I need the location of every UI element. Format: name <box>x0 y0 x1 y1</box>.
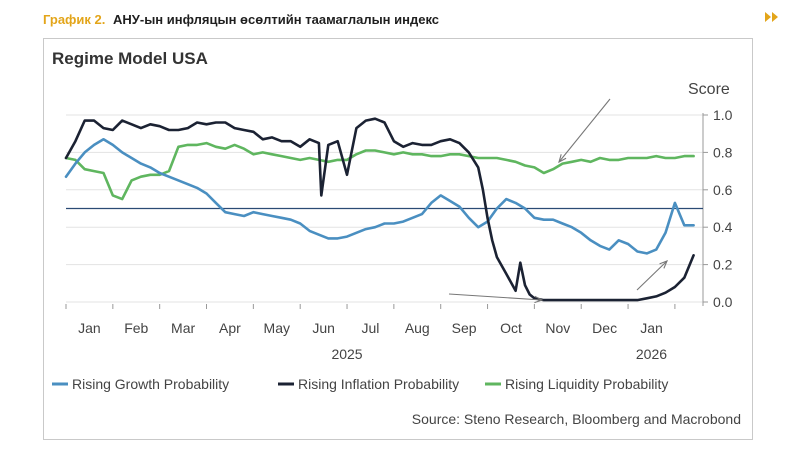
x-tick-label: Aug <box>405 320 430 336</box>
x-tick-label: Oct <box>500 320 522 336</box>
figure-number: График 2. <box>43 12 106 27</box>
y-tick-label: 0.8 <box>713 144 733 160</box>
x-tick-label: Nov <box>545 320 570 336</box>
chart-canvas: Score 0.0 0.2 0.4 0.6 0.8 1.0 Jan Feb Mar Apr May Ju… <box>52 81 741 427</box>
y-tick-label: 0.2 <box>713 257 733 273</box>
y-axis-label: Score <box>688 81 730 98</box>
annotation-arrow-growth-head <box>659 260 669 269</box>
legend-label: Rising Liquidity Probability <box>505 376 668 392</box>
y-tick-label: 0.4 <box>713 219 733 235</box>
double-chevron-right-icon[interactable] <box>763 10 783 24</box>
series-inflation-line <box>64 117 695 302</box>
x-tick-label: Dec <box>592 320 617 336</box>
chart-source: Source: Steno Research, Bloomberg and Ma… <box>412 411 741 427</box>
y-tick-label: 0.6 <box>713 182 733 198</box>
x-tick-label: Jul <box>361 320 379 336</box>
figure-caption-text: АНУ-ын инфляцын өсөлтийн таамаглалын инд… <box>113 12 440 27</box>
x-tick-label: Mar <box>171 320 195 336</box>
figure-caption: График 2. АНУ-ын инфляцын өсөлтийн таама… <box>43 12 439 27</box>
series-growth-line <box>64 138 695 255</box>
x-tick-label: Jan <box>78 320 101 336</box>
chart-panel: Regime Model USA Score 0.0 0.2 0.4 0.6 0.8 1.0… <box>43 38 753 440</box>
y-tick-label: 0.0 <box>713 294 733 310</box>
year-label: 2026 <box>636 346 667 362</box>
annotation-arrow-growth <box>636 260 668 291</box>
annotation-arrow-inflation-head <box>534 295 544 304</box>
x-tick-label: Sep <box>452 320 477 336</box>
x-tick-label: Jun <box>312 320 335 336</box>
series-liquidity-line <box>64 141 695 201</box>
legend-label: Rising Growth Probability <box>72 376 229 392</box>
legend-label: Rising Inflation Probability <box>298 376 459 392</box>
x-tick-label: Feb <box>124 320 148 336</box>
year-label: 2025 <box>331 346 362 362</box>
y-tick-label: 1.0 <box>713 107 733 123</box>
annotation-arrow-inflation <box>448 293 543 301</box>
chart-title: Regime Model USA <box>52 49 208 68</box>
x-tick-label: Jan <box>640 320 663 336</box>
x-tick-label: Apr <box>219 320 241 336</box>
annotation-arrow-liquidity-head <box>558 154 567 164</box>
annotation-arrow-liquidity <box>558 98 611 163</box>
x-tick-label: May <box>264 320 290 336</box>
